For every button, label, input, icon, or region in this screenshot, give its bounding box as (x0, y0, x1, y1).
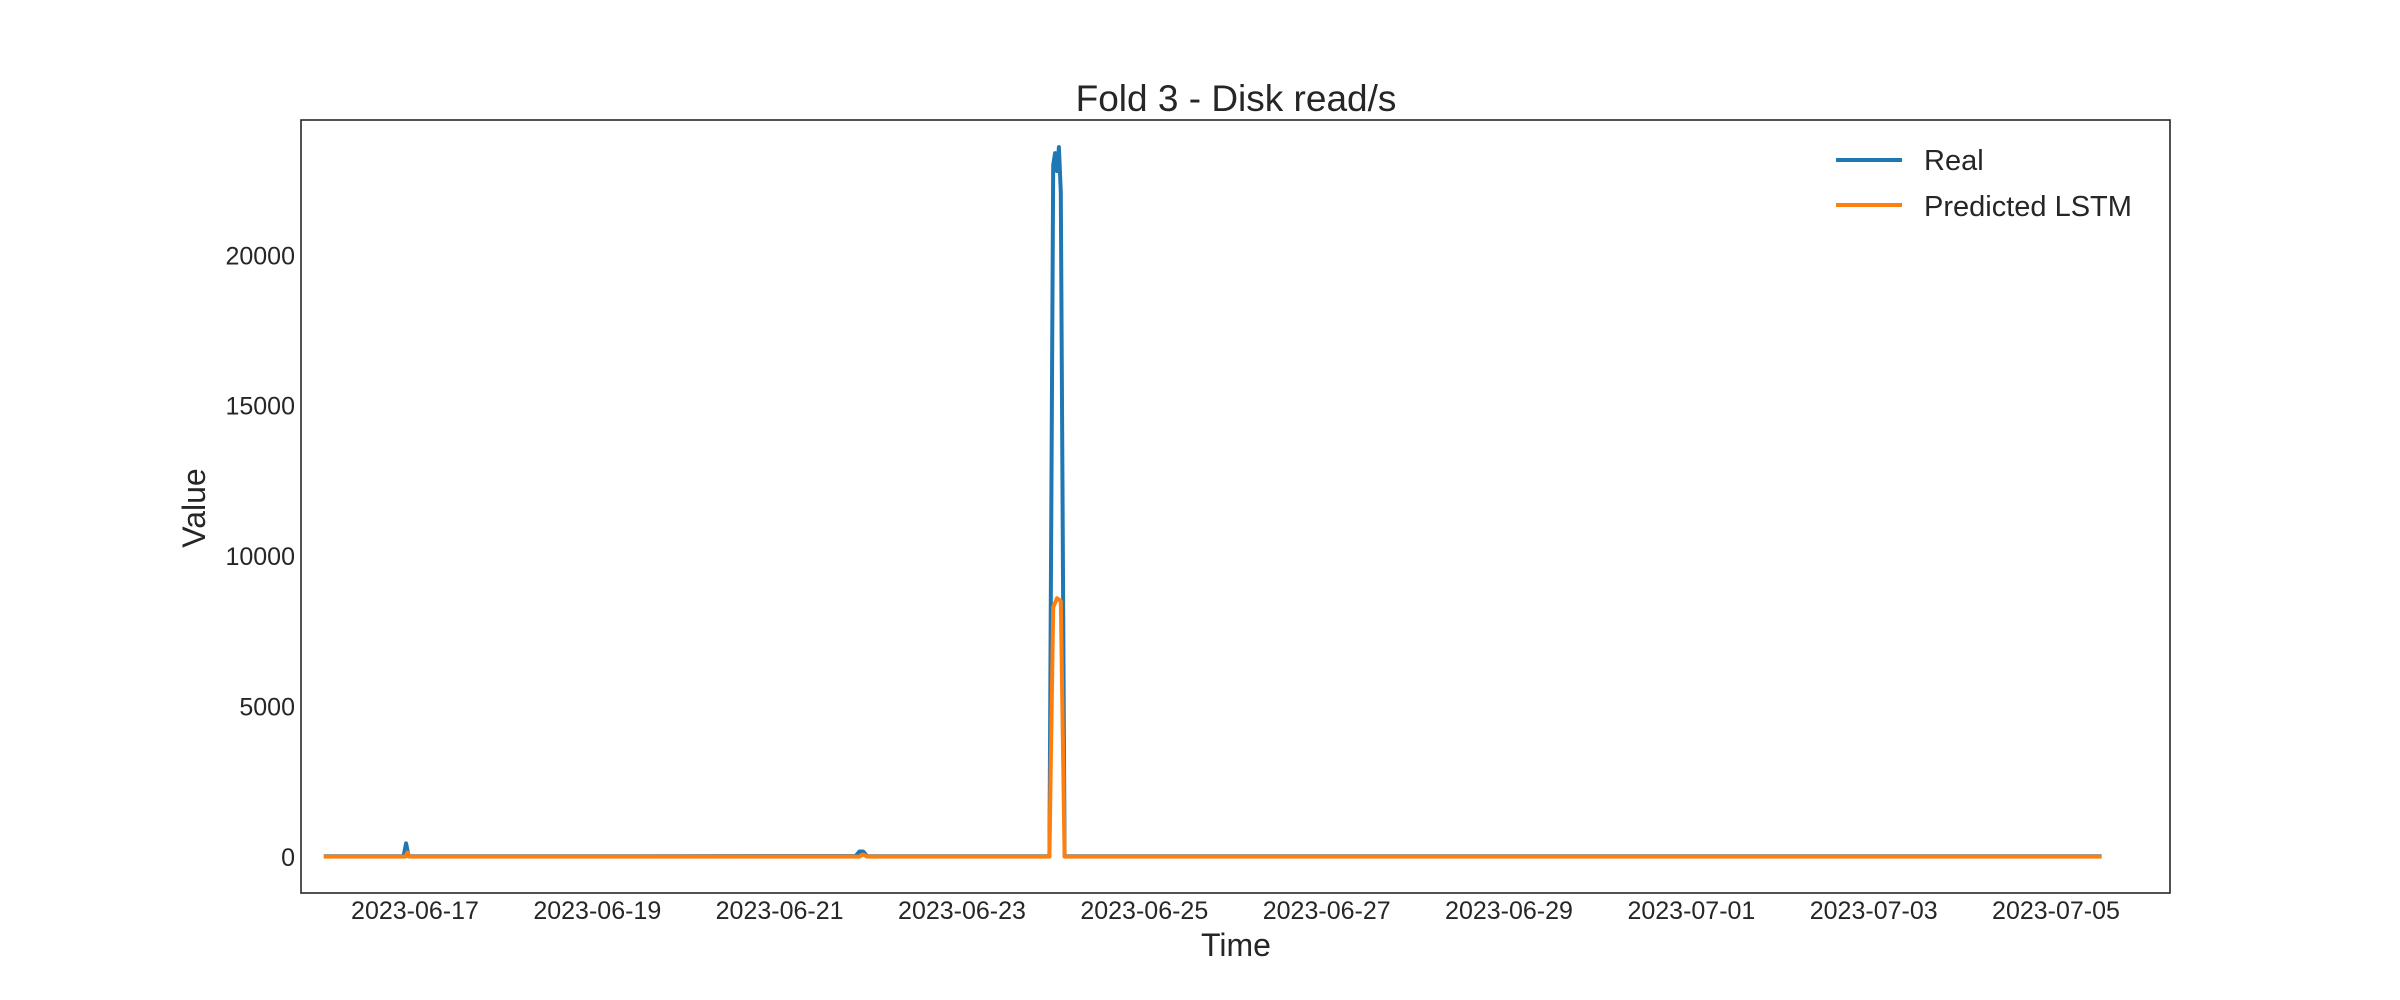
y-tick-label: 15000 (225, 393, 295, 421)
x-tick-label: 2023-06-17 (351, 897, 479, 925)
x-tick-label: 2023-06-27 (1263, 897, 1391, 925)
series-layer (323, 145, 2102, 859)
x-tick-label: 2023-07-01 (1627, 897, 1755, 925)
y-axis-ticks: 0 5000 10000 15000 20000 (225, 242, 295, 872)
legend-label-real: Real (1924, 145, 1984, 177)
y-axis-label: Value (176, 468, 212, 547)
y-tick-label: 20000 (225, 242, 295, 270)
x-axis-ticks: 2023-06-17 2023-06-19 2023-06-21 2023-06-23… (351, 897, 2120, 925)
x-tick-label: 2023-07-05 (1992, 897, 2120, 925)
x-axis-label: Time (1201, 927, 1271, 963)
x-tick-label: 2023-06-19 (533, 897, 661, 925)
y-tick-label: 0 (281, 844, 295, 872)
y-tick-label: 5000 (239, 694, 295, 722)
x-tick-label: 2023-06-21 (716, 897, 844, 925)
x-tick-label: 2023-06-23 (898, 897, 1026, 925)
series-line-real (323, 145, 2102, 859)
legend-label-predicted-lstm: Predicted LSTM (1924, 191, 2132, 223)
x-tick-label: 2023-07-03 (1810, 897, 1938, 925)
chart-title: Fold 3 - Disk read/s (1076, 78, 1397, 119)
legend: Real Predicted LSTM (1836, 145, 2132, 223)
plot-frame (300, 119, 2171, 894)
x-tick-label: 2023-06-25 (1080, 897, 1208, 925)
x-tick-label: 2023-06-29 (1445, 897, 1573, 925)
y-tick-label: 10000 (225, 543, 295, 571)
series-line-predicted-lstm (323, 596, 2102, 859)
